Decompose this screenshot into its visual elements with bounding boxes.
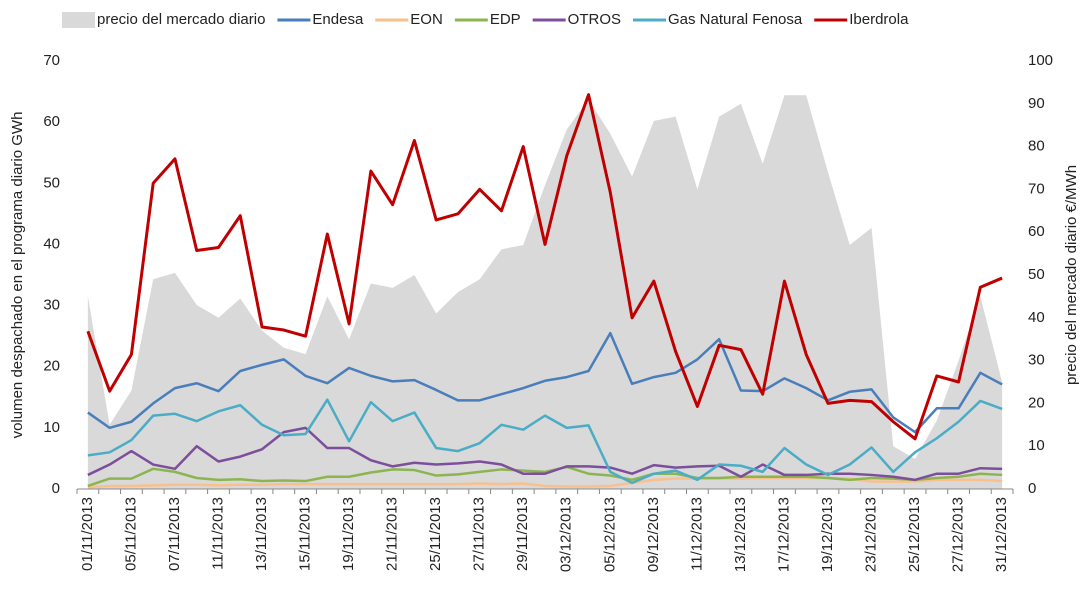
x-tick-label: 27/12/2013 (950, 497, 967, 572)
legend-label: Gas Natural Fenosa (668, 11, 803, 28)
y-tick-label: 30 (43, 297, 60, 314)
line (87, 465, 1003, 488)
y-tick-label: 60 (43, 113, 60, 130)
y-tick-label: 0 (52, 480, 60, 497)
x-tick-label: 15/11/2013 (297, 497, 314, 571)
y2-tick-label: 40 (1028, 309, 1045, 326)
area (87, 95, 1003, 490)
y2-tick-label: 50 (1028, 266, 1045, 283)
line (87, 398, 1003, 485)
y2-tick-label: 80 (1028, 138, 1045, 155)
y2-axis-label: precio del mercado diario €/MWh (1063, 165, 1080, 385)
line (86, 93, 1003, 441)
y2-tick-label: 10 (1028, 437, 1045, 454)
x-tick-label: 05/11/2013 (122, 497, 139, 571)
x-tick-label: 27/11/2013 (471, 497, 488, 571)
legend-swatch (62, 12, 95, 28)
x-tick-label: 19/12/2013 (819, 497, 836, 572)
x-tick-label: 31/12/2013 (993, 497, 1010, 572)
x-tick-label: 21/11/2013 (384, 497, 401, 571)
x-tick-label: 19/11/2013 (340, 497, 357, 571)
x-tick-label: 05/12/2013 (601, 497, 618, 572)
y2-tick-label: 30 (1028, 352, 1045, 369)
x-tick-label: 01/11/2013 (79, 497, 96, 571)
legend-label: precio del mercado diario (97, 11, 265, 28)
x-tick-label: 17/12/2013 (775, 497, 792, 572)
y-tick-label: 10 (43, 419, 60, 436)
y2-tick-label: 20 (1028, 394, 1045, 411)
line (87, 331, 1003, 434)
y-tick-label: 50 (43, 174, 60, 191)
line (87, 426, 1003, 482)
y-axis-label: volumen despachado en el programa diario… (9, 112, 26, 439)
x-tick-label: 13/11/2013 (253, 497, 270, 571)
x-tick-label: 07/11/2013 (166, 497, 183, 571)
y-tick-label: 70 (43, 52, 60, 69)
y2-tick-label: 70 (1028, 180, 1045, 197)
x-tick-label: 09/12/2013 (645, 497, 662, 572)
y-tick-label: 40 (43, 235, 60, 252)
y2-tick-label: 90 (1028, 95, 1045, 112)
x-tick-label: 03/12/2013 (558, 497, 575, 572)
x-tick-label: 25/11/2013 (427, 497, 444, 571)
x-tick-label: 25/12/2013 (906, 497, 923, 572)
y2-tick-label: 0 (1028, 480, 1036, 497)
x-tick-label: 11/11/2013 (209, 497, 226, 570)
legend-label: OTROS (568, 11, 621, 28)
legend-label: EDP (490, 11, 521, 28)
x-tick-label: 23/12/2013 (862, 497, 879, 572)
x-tick-label: 11/12/2013 (688, 497, 705, 571)
y2-tick-label: 100 (1028, 52, 1053, 69)
x-tick-label: 29/11/2013 (514, 497, 531, 571)
legend-label: Iberdrola (849, 11, 909, 28)
legend-label: Endesa (312, 11, 364, 28)
y-tick-label: 20 (43, 358, 60, 375)
y2-tick-label: 60 (1028, 223, 1045, 240)
x-tick-label: 13/12/2013 (732, 497, 749, 572)
legend-label: EON (410, 11, 443, 28)
